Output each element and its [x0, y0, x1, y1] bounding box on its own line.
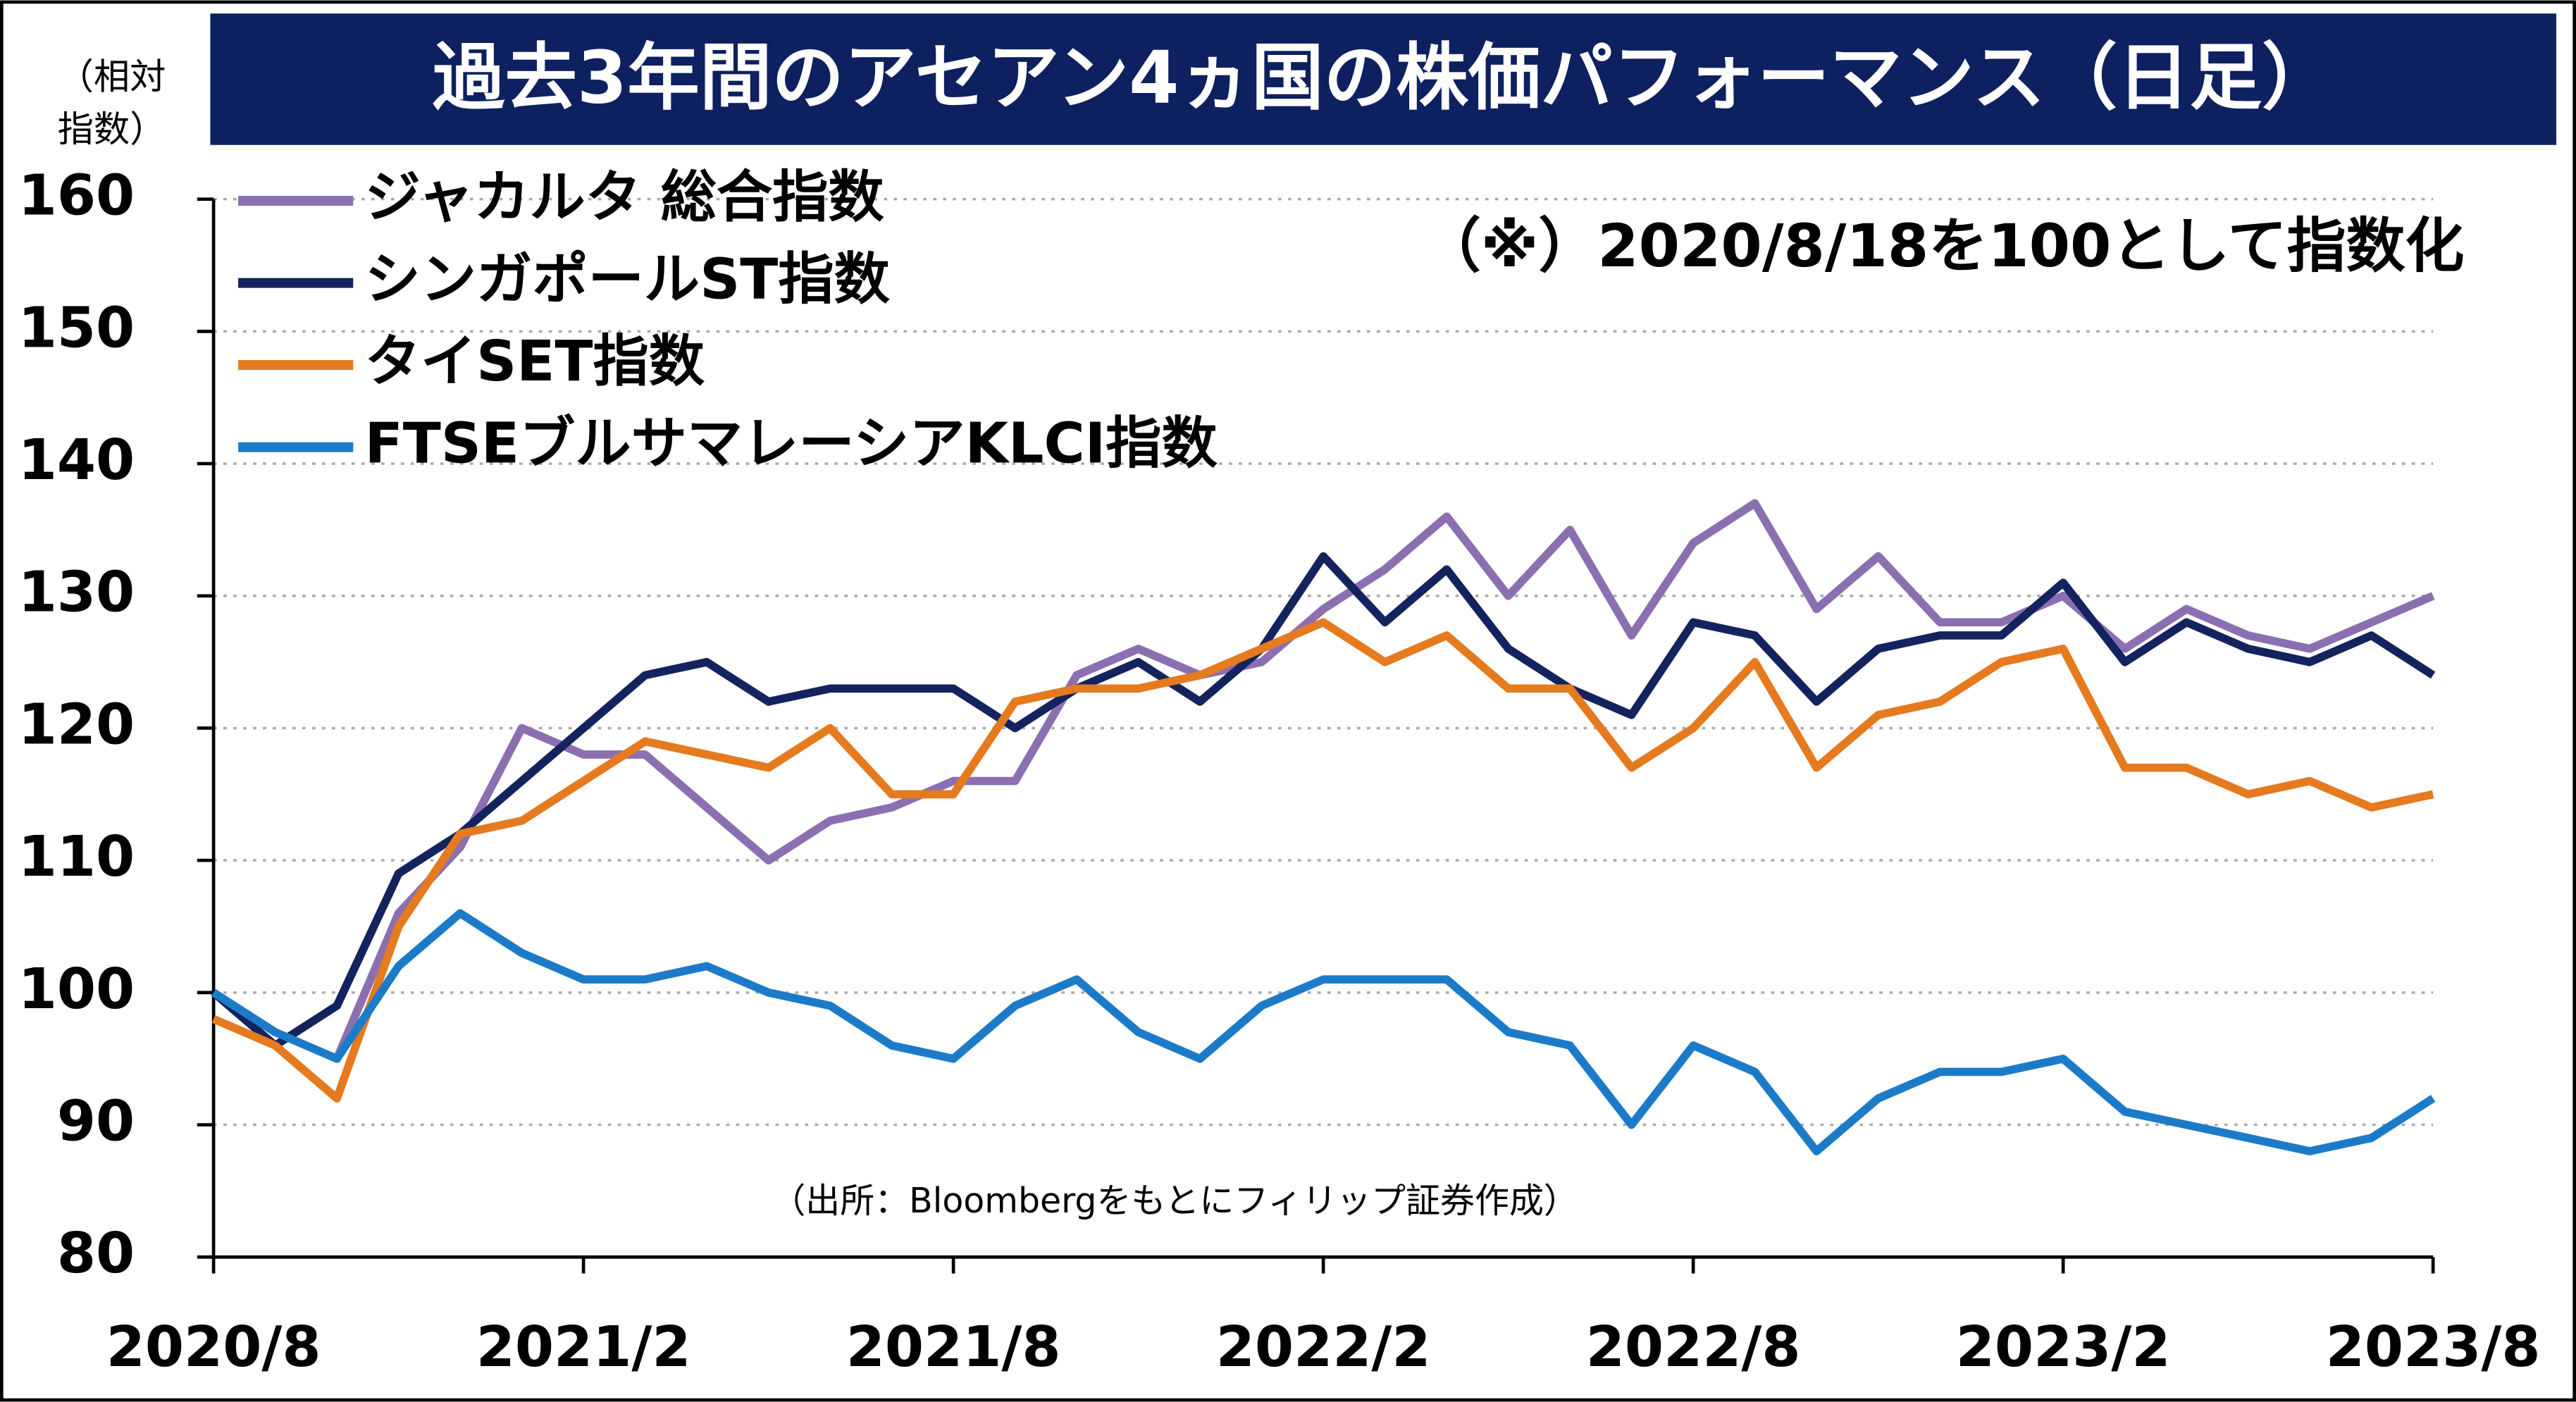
legend-label: タイSET指数 [365, 328, 705, 394]
y-tick-label: 110 [18, 824, 135, 889]
chart-title: 過去3年間のアセアン4ヵ国の株価パフォーマンス（日足） [433, 36, 2334, 120]
y-tick-label: 150 [18, 294, 135, 360]
legend-label: ジャカルタ 総合指数 [365, 164, 885, 230]
x-tick-label: 2023/2 [1956, 1314, 2171, 1379]
x-tick-label: 2021/2 [476, 1314, 691, 1379]
y-tick-label: 130 [18, 559, 135, 625]
y-tick-label: 80 [57, 1220, 135, 1286]
annotation: （※）2020/8/18を100として指数化 [1422, 211, 2465, 280]
series-line [211, 552, 2436, 1050]
y-tick-label: 120 [18, 691, 135, 757]
legend-label: FTSEブルサマレーシアKLCI指数 [365, 411, 1218, 476]
y-tick-label: 140 [18, 427, 135, 492]
y-tick-label: 160 [18, 163, 135, 228]
series-line [211, 909, 2436, 1155]
y-tick-label: 90 [57, 1088, 135, 1154]
x-tick-label: 2022/2 [1216, 1314, 1431, 1379]
series-line [211, 499, 2435, 1063]
x-tick-label: 2021/8 [846, 1314, 1061, 1379]
title-banner [210, 13, 2557, 145]
legend-label: シンガポールST指数 [365, 247, 891, 312]
series-line [211, 618, 2434, 1103]
source-note: （出所：Bloombergをもとにフィリップ証券作成） [771, 1181, 1578, 1221]
y-axis-label: 指数） [58, 108, 166, 151]
y-tick-label: 100 [18, 956, 135, 1022]
x-tick-label: 2023/8 [2326, 1314, 2541, 1379]
x-tick-label: 2020/8 [106, 1314, 321, 1379]
y-axis-label: （相対 [58, 56, 166, 98]
x-tick-label: 2022/8 [1586, 1314, 1801, 1379]
